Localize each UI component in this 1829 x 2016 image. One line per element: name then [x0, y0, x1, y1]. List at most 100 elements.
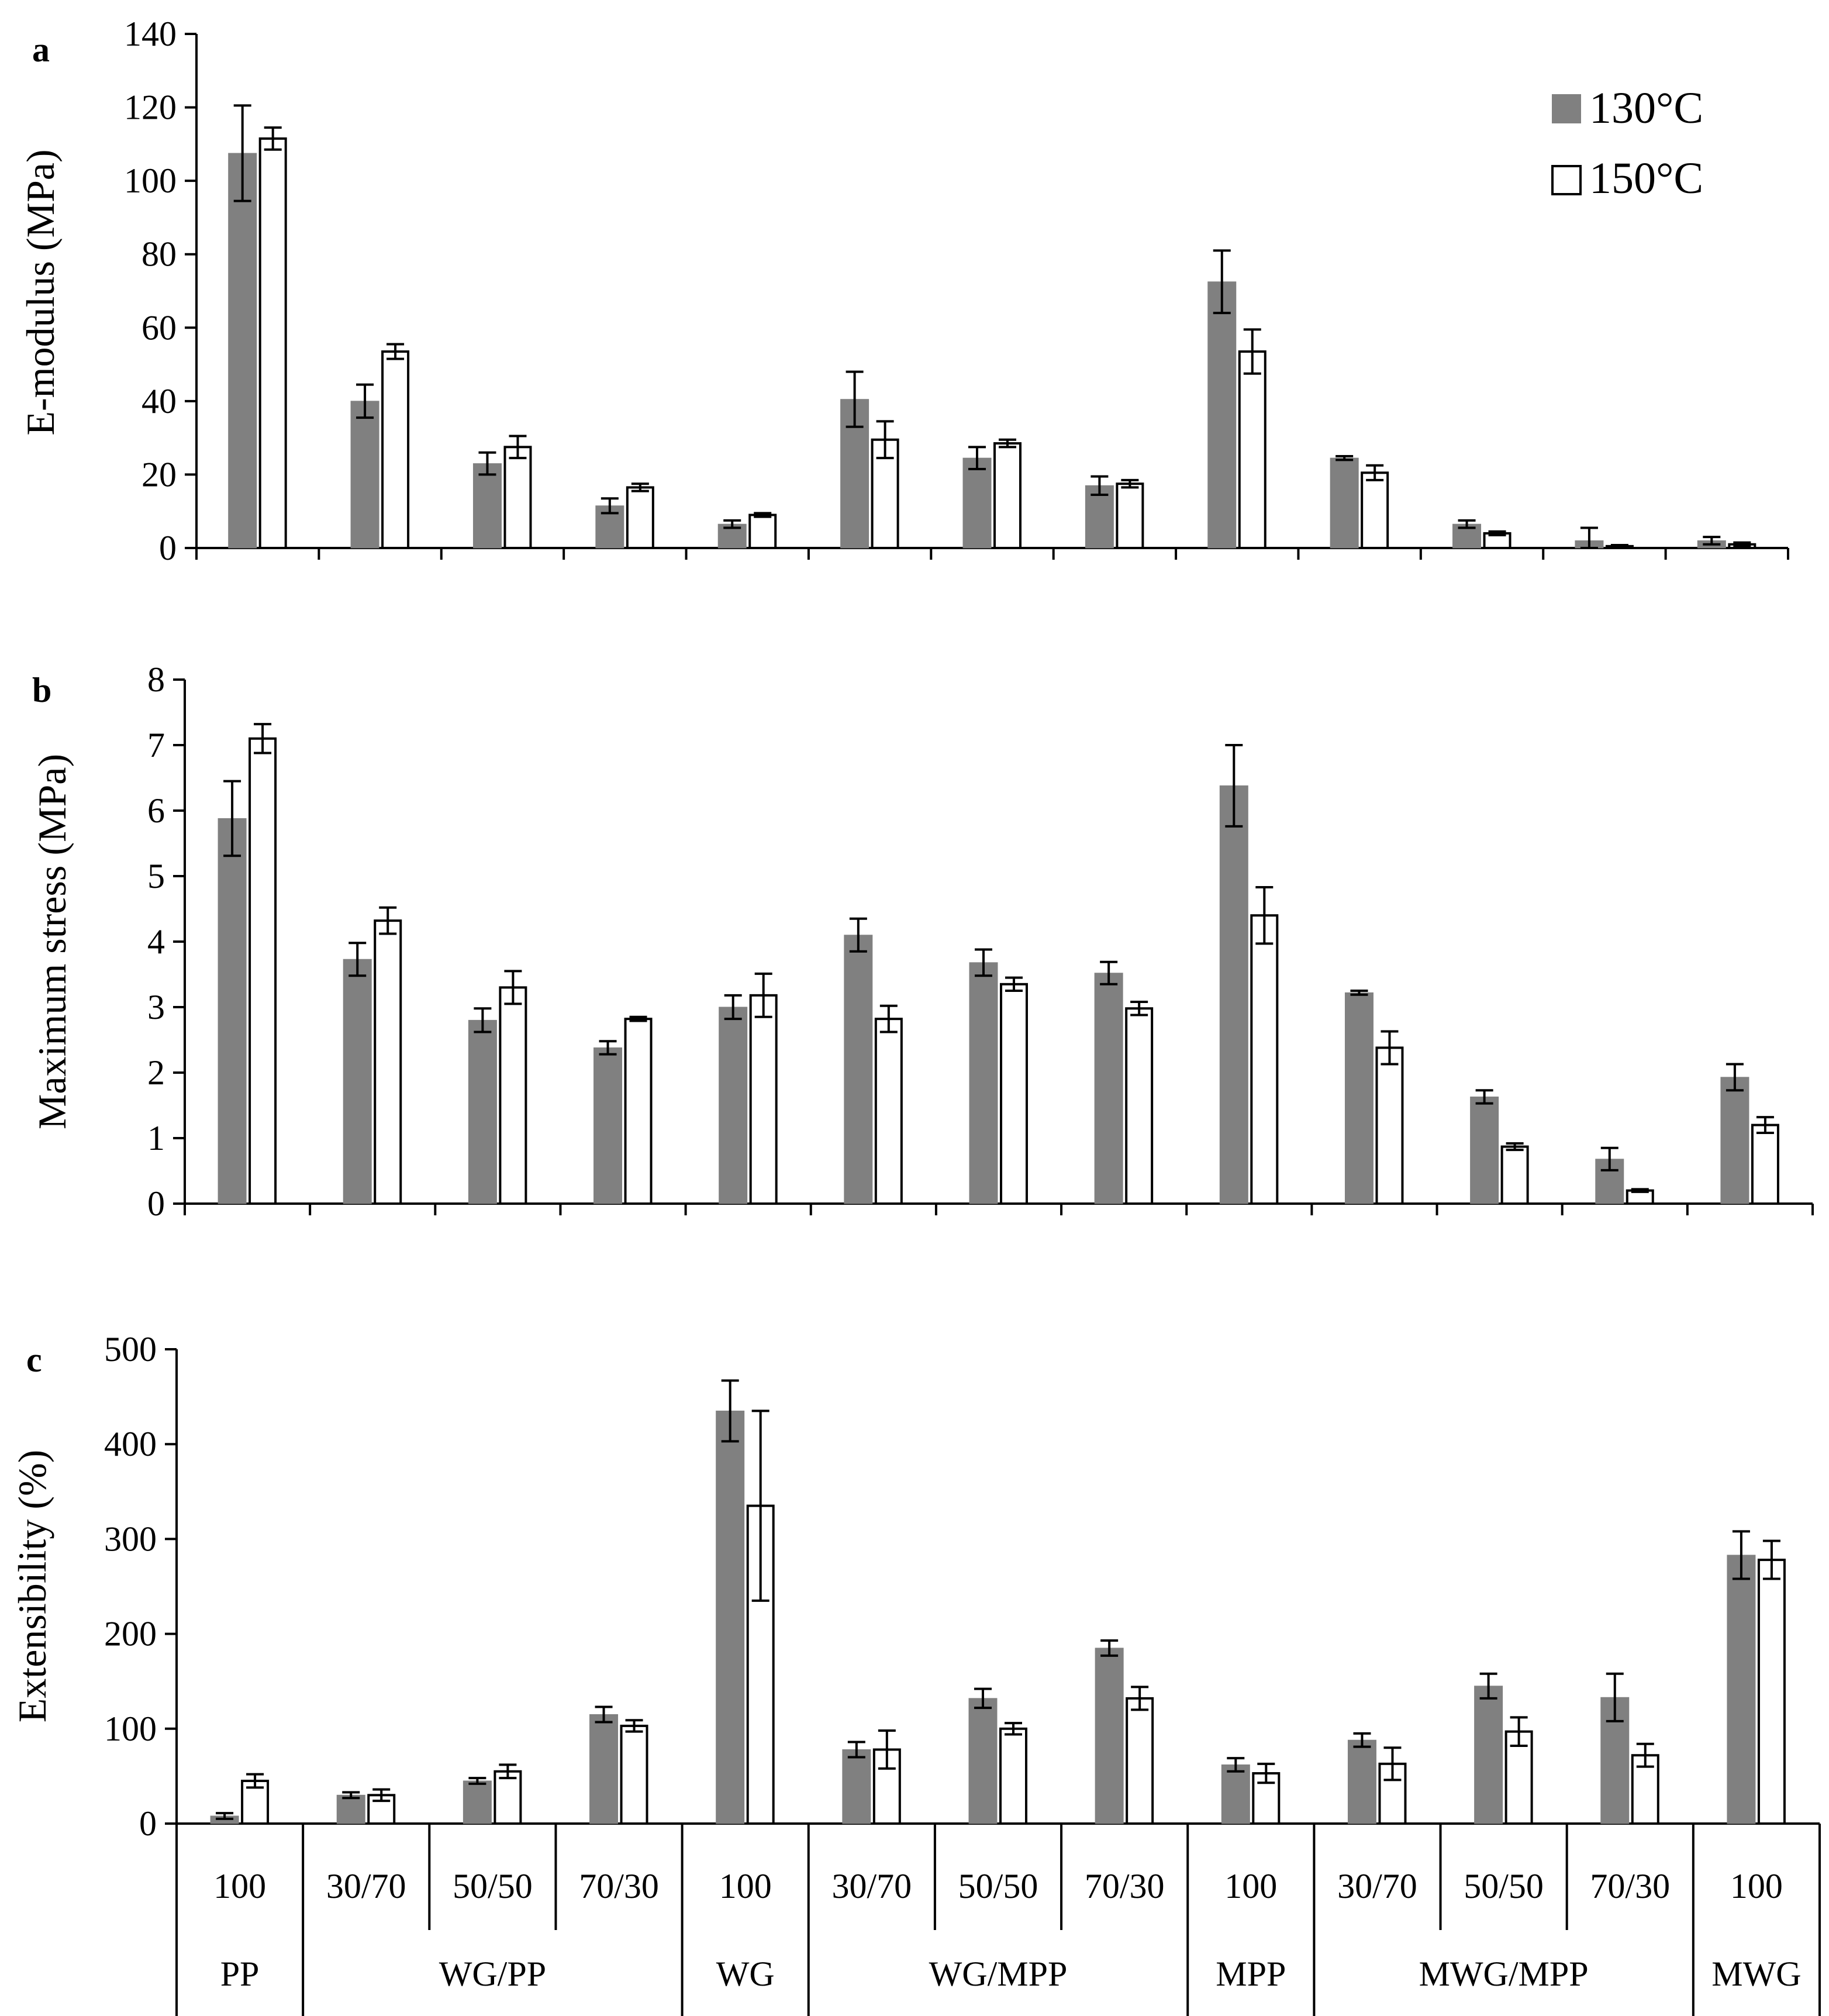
x-group-label: WG: [716, 1955, 775, 1993]
bar-150: [1116, 483, 1144, 549]
y-tick-label: 0: [159, 529, 177, 567]
bar-130: [343, 959, 372, 1204]
bar-150: [503, 446, 532, 550]
bar-150: [748, 514, 777, 549]
x-group-label: WG/MPP: [929, 1955, 1068, 1993]
bar-150: [626, 486, 654, 549]
y-tick-label: 500: [104, 1330, 157, 1369]
x-ratio-label: 100: [1730, 1867, 1783, 1905]
bar-130: [472, 463, 502, 549]
panel-letter: b: [32, 671, 51, 709]
y-tick-label: 3: [147, 988, 165, 1026]
bar-130: [350, 401, 379, 549]
bar-150: [1500, 1145, 1529, 1205]
y-tick-label: 40: [142, 382, 177, 421]
legend: 130°C 150°C: [1551, 84, 1703, 203]
y-tick-label: 4: [147, 922, 165, 961]
x-ratio-label: 50/50: [1464, 1867, 1544, 1905]
y-tick-label: 300: [104, 1519, 157, 1558]
bar-130: [468, 1019, 497, 1204]
bar-150: [374, 919, 402, 1205]
bar-150: [1238, 350, 1267, 549]
bar-130: [336, 1794, 365, 1824]
bar-130: [844, 935, 873, 1204]
bar-130: [1207, 281, 1237, 549]
bar-150: [1375, 1046, 1404, 1205]
x-ratio-label: 70/30: [1590, 1867, 1670, 1905]
y-tick-label: 60: [142, 308, 177, 347]
bar-150: [494, 1770, 522, 1825]
bar-130: [228, 153, 257, 549]
x-ratio-label: 30/70: [832, 1867, 912, 1905]
y-tick-label: 80: [142, 235, 177, 274]
legend-swatch-150: [1551, 165, 1582, 195]
bar-150: [1250, 914, 1279, 1205]
bar-130: [1330, 457, 1359, 549]
bar-130: [842, 1749, 871, 1824]
bar-150: [1125, 1007, 1154, 1205]
x-ratio-label: 100: [719, 1867, 772, 1905]
x-ratio-label: 70/30: [1085, 1867, 1165, 1905]
y-tick-label: 120: [124, 88, 177, 127]
y-tick-label: 7: [147, 726, 165, 764]
bar-130: [716, 1410, 745, 1824]
bar-150: [381, 350, 410, 549]
x-ratio-label: 50/50: [958, 1867, 1038, 1905]
y-tick-label: 8: [147, 660, 165, 699]
bar-130: [1085, 485, 1114, 549]
bar-130: [1474, 1686, 1503, 1824]
bar-150: [1757, 1559, 1786, 1825]
bar-130: [1095, 1648, 1124, 1824]
x-ratio-label: 100: [1224, 1867, 1277, 1905]
x-group-label: WG/PP: [439, 1955, 546, 1993]
y-tick-label: 400: [104, 1425, 157, 1463]
category-table: 100 30/70 50/50 70/30 100 30/70 50/50 70/30 100 3…: [175, 1824, 1821, 2016]
panel-letter: a: [32, 30, 50, 69]
bar-150: [874, 1018, 903, 1205]
bar-130: [1470, 1096, 1499, 1204]
y-tick-label: 20: [142, 455, 177, 494]
x-ratio-label: 50/50: [453, 1867, 533, 1905]
y-tick-label: 5: [147, 857, 165, 895]
y-tick-label: 6: [147, 791, 165, 830]
bar-150: [499, 986, 527, 1205]
panel-b: b Maximum stress (MPa) 0 1 2 3 4 5 6 7 8: [30, 660, 1814, 1223]
bar-130: [1347, 1739, 1376, 1824]
y-tick-label: 0: [147, 1184, 165, 1223]
bar-150: [1361, 471, 1389, 550]
bar-130: [218, 818, 247, 1204]
panel-a: a E-modulus (MPa) 0 20 40 60 80 100 120 140: [18, 15, 1789, 567]
bar-150: [993, 442, 1022, 550]
x-ratio-label: 30/70: [1337, 1867, 1417, 1905]
y-tick-label: 200: [104, 1615, 157, 1653]
bar-130: [589, 1714, 619, 1824]
y-tick-label: 100: [124, 161, 177, 200]
panel-c: c Extensibility (%) 0 100 200 300 400 500: [10, 1330, 1820, 1843]
y-axis-title: E-modulus (MPa): [18, 149, 63, 435]
bar-130: [719, 1007, 748, 1204]
bar-130: [463, 1780, 492, 1824]
legend-swatch-130: [1552, 94, 1581, 123]
x-ratio-label: 30/70: [326, 1867, 406, 1905]
bar-150: [999, 1727, 1027, 1825]
bar-150: [624, 1018, 653, 1205]
bar-150: [749, 994, 778, 1205]
bar-150: [1751, 1124, 1779, 1205]
y-axis-title: Maximum stress (MPa): [30, 754, 74, 1129]
y-tick-label: 1: [147, 1119, 165, 1157]
bar-150: [1126, 1697, 1154, 1825]
bar-130: [962, 457, 992, 549]
bar-130: [969, 962, 998, 1204]
bar-150: [258, 137, 287, 550]
y-tick-label: 0: [139, 1804, 157, 1843]
x-group-label: PP: [220, 1955, 260, 1993]
x-group-label: MWG: [1711, 1955, 1801, 1993]
y-tick-label: 100: [104, 1710, 157, 1748]
bar-130: [1344, 992, 1374, 1204]
chart-panels: aE-modulus (MPa)020406080100120140bMaxim…: [10, 15, 1820, 1843]
bar-130: [1720, 1077, 1749, 1204]
x-group-label: MWG/MPP: [1419, 1955, 1589, 1993]
bar-130: [1094, 973, 1123, 1204]
bar-150: [1000, 983, 1028, 1205]
